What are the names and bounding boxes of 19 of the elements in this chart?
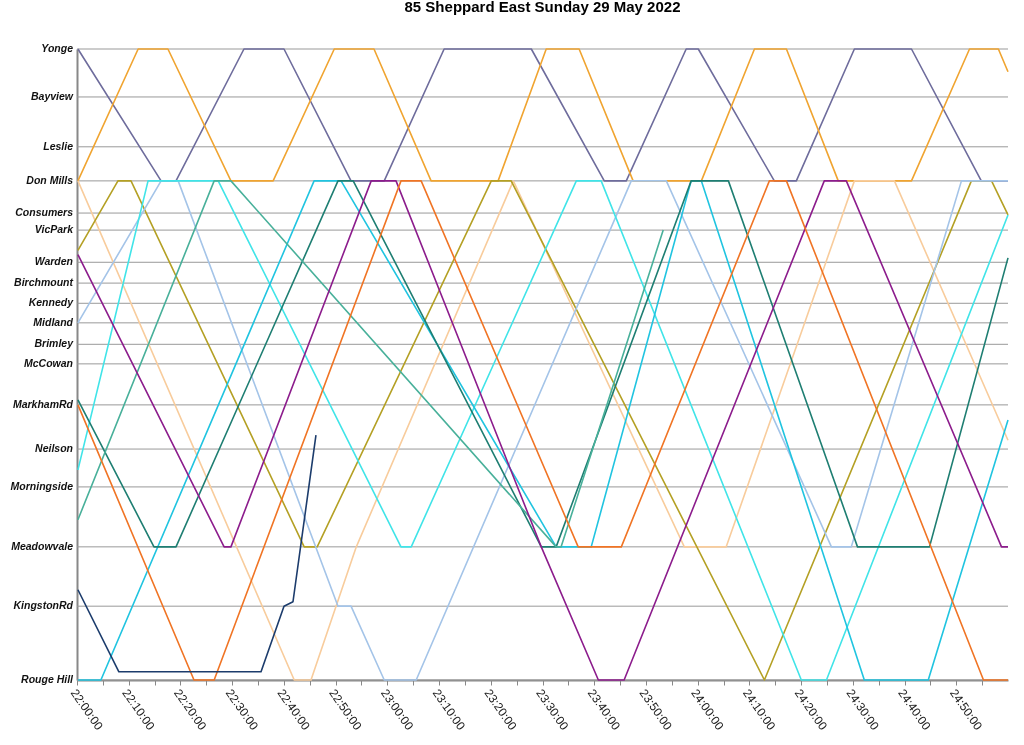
ref-line-label: Meadowvale: [11, 539, 74, 552]
ref-line-label: Neilson: [35, 442, 73, 455]
ref-line-label: VicPark: [34, 223, 75, 236]
ref-line-label: Morningside: [10, 479, 74, 492]
ref-line-label: Brimley: [34, 337, 75, 350]
ref-line-label: KingstonRd: [13, 599, 74, 612]
ref-line-label: MarkhamRd: [12, 397, 74, 410]
ref-line-label: Midland: [33, 315, 74, 328]
ref-line-label: Consumers: [15, 206, 74, 219]
ref-line-label: Bayview: [30, 89, 74, 102]
ref-line-label: McCowan: [23, 356, 73, 369]
ref-line-label: Leslie: [43, 139, 74, 152]
ref-line-label: Rouge Hill: [21, 673, 75, 685]
ref-line-label: Yonge: [41, 42, 74, 54]
ref-line-label: Kennedy: [28, 296, 75, 309]
ref-line-label: Birchmount: [14, 276, 74, 289]
ref-line-label: Don Mills: [26, 173, 74, 186]
ref-line-label: Warden: [34, 255, 73, 268]
chart-title: 85 Sheppard East Sunday 29 May 2022: [404, 0, 681, 15]
